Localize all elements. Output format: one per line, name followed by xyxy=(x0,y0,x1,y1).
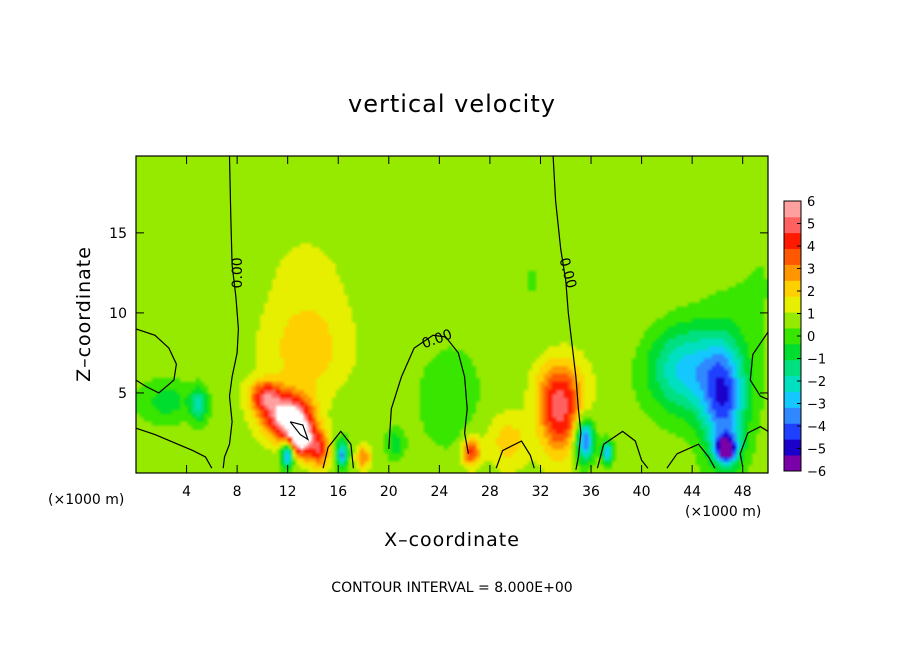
contour-interval-note: CONTOUR INTERVAL = 8.000E+00 xyxy=(331,580,572,596)
x-unit-right: (×1000 m) xyxy=(685,504,761,520)
colorbar-swatch xyxy=(784,391,801,408)
colorbar-swatch xyxy=(784,248,801,265)
zero-contour-line-1 xyxy=(552,155,582,470)
colorbar-swatch xyxy=(784,359,801,377)
plot-area xyxy=(136,156,768,473)
x-tick-label: 12 xyxy=(279,484,297,500)
colorbar-swatch xyxy=(784,312,801,329)
colorbar-tick-label: −3 xyxy=(807,398,826,413)
y-tick-label: 5 xyxy=(118,386,127,402)
colorbar-tick-label: 0 xyxy=(807,330,815,345)
zero-contour-line-8 xyxy=(666,443,716,469)
colorbar-swatch xyxy=(784,216,801,234)
zero-contour-line-10 xyxy=(495,440,535,469)
colorbar-swatch xyxy=(784,343,801,361)
x-tick-label: 40 xyxy=(633,484,651,500)
colorbar-tick-label: 2 xyxy=(807,285,815,300)
colorbar-tick-label: 3 xyxy=(807,263,815,278)
colorbar-swatch xyxy=(784,280,801,297)
colorbar-tick-label: −1 xyxy=(807,353,826,368)
colorbar-tick-label: 1 xyxy=(807,308,815,323)
x-tick-label: 28 xyxy=(481,484,499,500)
colorbar-swatch xyxy=(784,201,801,218)
colorbar-swatch xyxy=(784,455,801,472)
x-tick-label: 16 xyxy=(329,484,347,500)
zero-contour-line-6 xyxy=(749,331,769,400)
y-axis-ticks: 5 10 15 xyxy=(109,226,768,402)
x-unit-left: (×1000 m) xyxy=(48,492,124,508)
x-tick-label: 24 xyxy=(430,484,448,500)
x-tick-label: 32 xyxy=(532,484,550,500)
colorbar-swatch xyxy=(784,232,801,250)
zero-contour-line-3 xyxy=(135,328,178,394)
zero-contours: 0.00 0.000.00 xyxy=(135,155,769,470)
chart-title: vertical velocity xyxy=(348,90,556,118)
x-tick-label: 20 xyxy=(380,484,398,500)
colorbar-tick-label: 6 xyxy=(807,195,815,210)
zero-contour-line-9 xyxy=(322,430,354,469)
x-axis-title: X–coordinate xyxy=(384,529,520,551)
velocity-heatmap xyxy=(136,156,768,473)
colorbar-swatch xyxy=(784,439,801,456)
y-axis-title: Z–coordinate xyxy=(73,246,95,382)
colorbar-swatch xyxy=(784,423,801,440)
zero-contour-line-7 xyxy=(596,430,649,469)
zero-contour-line-4 xyxy=(135,427,213,469)
y-tick-label: 10 xyxy=(109,306,127,322)
zero-contour-line-5 xyxy=(739,425,769,467)
zero-contour-line-11 xyxy=(289,421,310,441)
colorbar: 6 5 4 3 2 1 0 −1 −2 −3 −4 −5 −6 xyxy=(783,195,826,480)
x-tick-label: 36 xyxy=(582,484,600,500)
colorbar-tick-label: −2 xyxy=(807,375,826,390)
colorbar-swatch xyxy=(784,264,801,281)
colorbar-swatch xyxy=(784,407,801,424)
x-axis-ticks: 4 8 12 16 20 24 28 32 36 40 44 48 xyxy=(182,156,752,500)
zero-contour-line-2 xyxy=(388,334,469,454)
colorbar-swatch xyxy=(784,296,801,313)
colorbar-tick-label: −5 xyxy=(807,443,826,458)
x-tick-label: 44 xyxy=(683,484,701,500)
colorbar-tick-label: −4 xyxy=(807,420,826,435)
y-tick-label: 15 xyxy=(109,226,127,242)
colorbar-swatch xyxy=(784,375,801,392)
x-tick-label: 8 xyxy=(233,484,242,500)
contour-label: 0.00 xyxy=(556,256,580,290)
plot-frame xyxy=(135,155,769,474)
x-tick-label: 4 xyxy=(182,484,191,500)
zero-contour-line-0 xyxy=(222,155,240,469)
colorbar-swatch xyxy=(784,328,801,345)
x-tick-label: 48 xyxy=(734,484,752,500)
colorbar-tick-label: −6 xyxy=(807,465,826,480)
colorbar-tick-label: 5 xyxy=(807,218,815,233)
contour-label: 0.00 xyxy=(230,257,246,288)
colorbar-tick-label: 4 xyxy=(807,240,815,255)
